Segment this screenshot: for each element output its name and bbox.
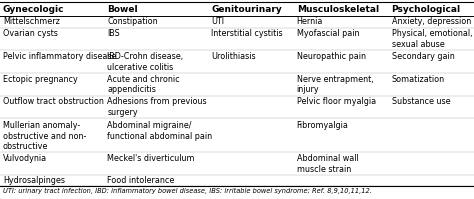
Text: Anxiety, depression: Anxiety, depression xyxy=(392,17,471,26)
Text: Physical, emotional,
sexual abuse: Physical, emotional, sexual abuse xyxy=(392,29,472,49)
Text: Myofascial pain: Myofascial pain xyxy=(297,29,359,38)
Text: Somatization: Somatization xyxy=(392,75,445,84)
Text: Secondary gain: Secondary gain xyxy=(392,52,454,61)
Text: Abdominal wall
muscle strain: Abdominal wall muscle strain xyxy=(297,154,358,174)
Text: Ovarian cysts: Ovarian cysts xyxy=(3,29,58,38)
Text: Abdominal migraine/
functional abdominal pain: Abdominal migraine/ functional abdominal… xyxy=(107,121,212,141)
Text: Fibromyalgia: Fibromyalgia xyxy=(297,121,348,130)
Text: Interstitial cystitis: Interstitial cystitis xyxy=(211,29,283,38)
Text: Genitourinary: Genitourinary xyxy=(211,5,282,14)
Text: Mullerian anomaly-
obstructive and non-
obstructive: Mullerian anomaly- obstructive and non- … xyxy=(3,121,86,151)
Text: Pelvic floor myalgia: Pelvic floor myalgia xyxy=(297,97,376,106)
Text: IBS: IBS xyxy=(107,29,120,38)
Text: Ectopic pregnancy: Ectopic pregnancy xyxy=(3,75,78,84)
Text: Mittelschmerz: Mittelschmerz xyxy=(3,17,60,26)
Text: Musculoskeletal: Musculoskeletal xyxy=(297,5,379,14)
Text: Adhesions from previous
surgery: Adhesions from previous surgery xyxy=(107,97,207,117)
Text: Pelvic inflammatory disease: Pelvic inflammatory disease xyxy=(3,52,116,61)
Text: Nerve entrapment,
injury: Nerve entrapment, injury xyxy=(297,75,374,95)
Text: Meckel's diverticulum: Meckel's diverticulum xyxy=(107,154,195,163)
Text: Psychological: Psychological xyxy=(392,5,461,14)
Text: Substance use: Substance use xyxy=(392,97,450,106)
Text: Acute and chronic
appendicitis: Acute and chronic appendicitis xyxy=(107,75,180,95)
Text: Neuropathic pain: Neuropathic pain xyxy=(297,52,366,61)
Text: IBD-Crohn disease,
ulcerative colitis: IBD-Crohn disease, ulcerative colitis xyxy=(107,52,183,72)
Text: Constipation: Constipation xyxy=(107,17,158,26)
Text: Bowel: Bowel xyxy=(107,5,138,14)
Text: Outflow tract obstruction: Outflow tract obstruction xyxy=(3,97,104,106)
Text: Gynecologic: Gynecologic xyxy=(3,5,64,14)
Text: Food intolerance: Food intolerance xyxy=(107,176,174,185)
Text: Hydrosalpinges: Hydrosalpinges xyxy=(3,176,65,185)
Text: Hernia: Hernia xyxy=(297,17,323,26)
Text: Urolithiasis: Urolithiasis xyxy=(211,52,256,61)
Text: UTI: urinary tract infection, IBD: inflammatory bowel disease, IBS: irritable bo: UTI: urinary tract infection, IBD: infla… xyxy=(3,188,372,194)
Text: Vulvodynia: Vulvodynia xyxy=(3,154,47,163)
Text: UTI: UTI xyxy=(211,17,224,26)
